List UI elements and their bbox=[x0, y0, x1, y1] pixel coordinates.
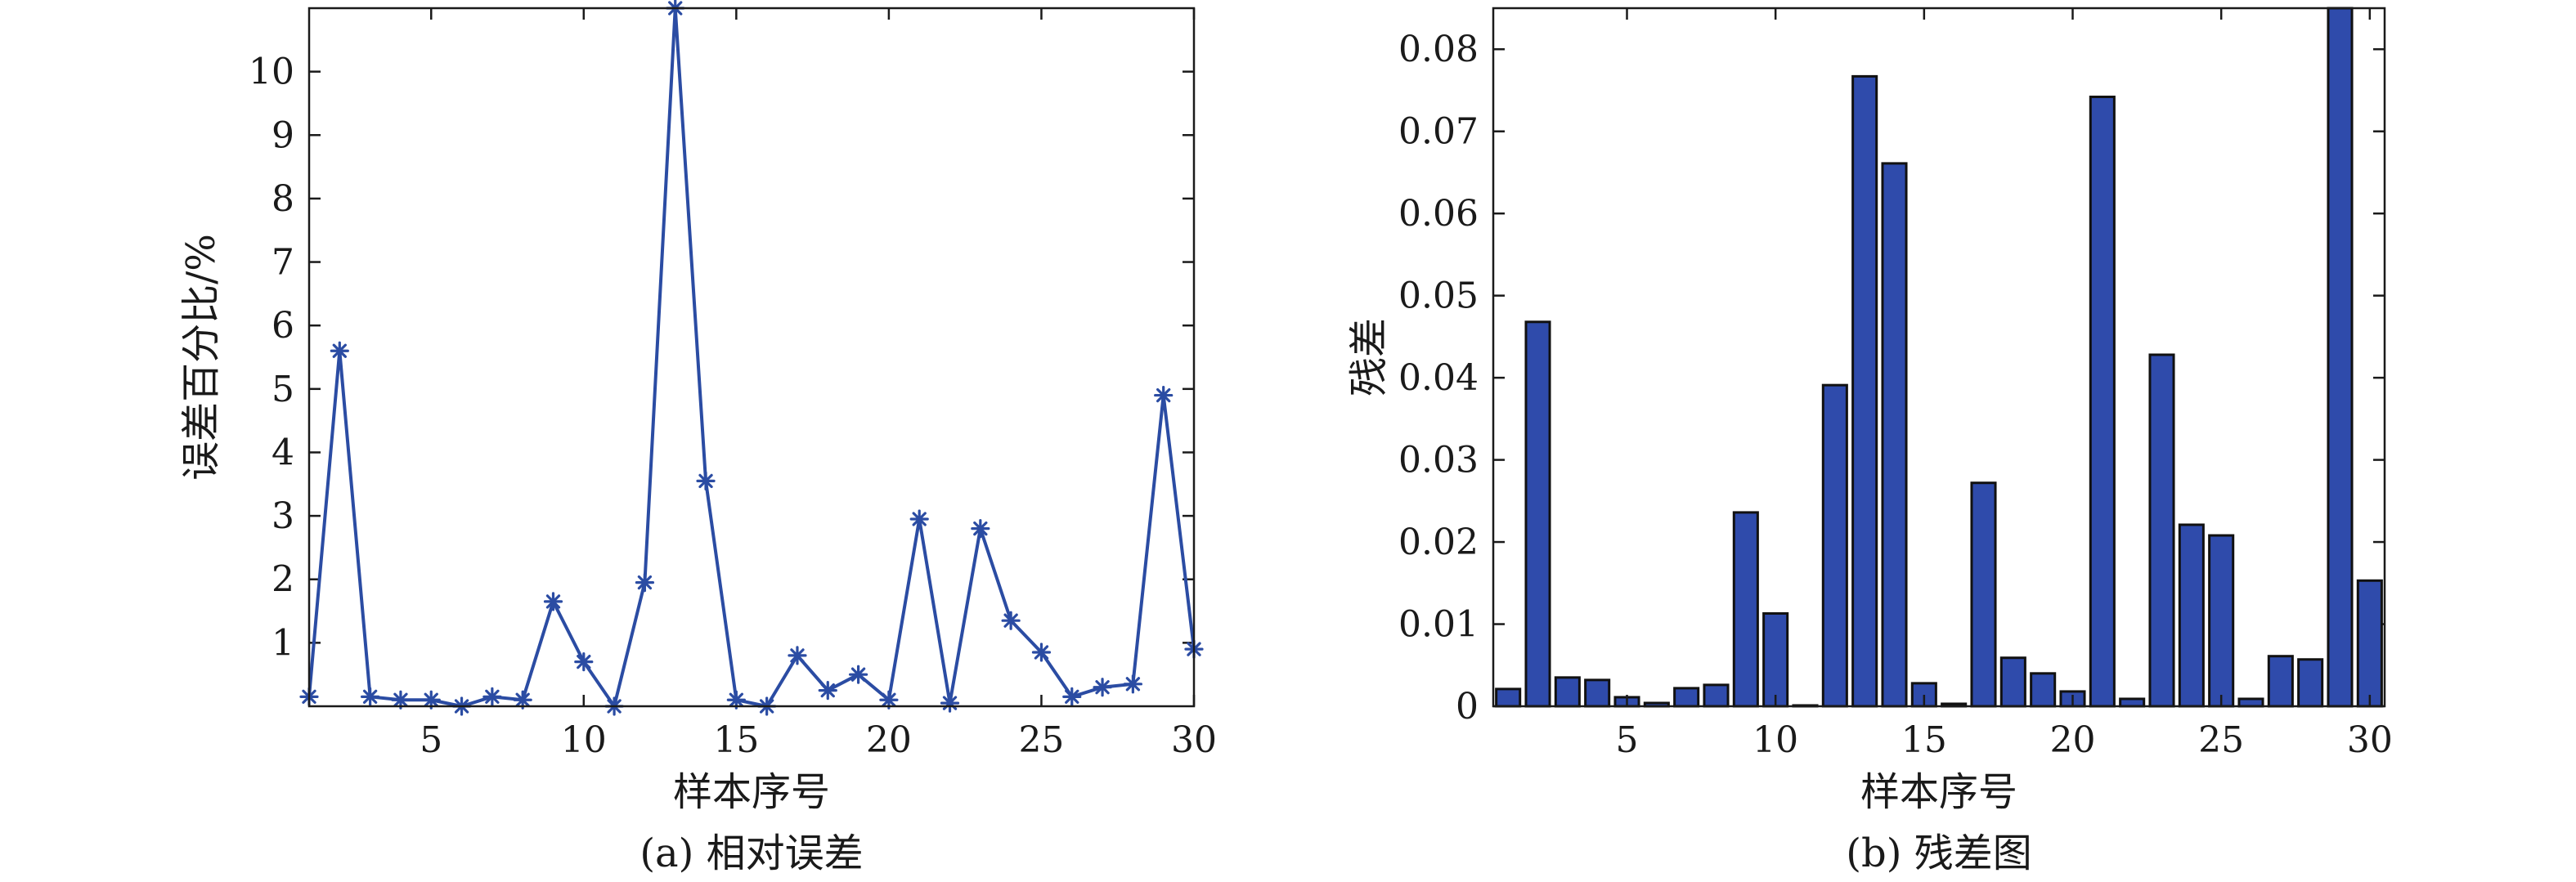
panel-b-bar bbox=[1554, 676, 1581, 708]
panel-a-data-point bbox=[574, 652, 594, 672]
panel-a-x-tick-label: 20 bbox=[866, 719, 912, 761]
panel-a-frame bbox=[307, 7, 1196, 708]
panel-a-data-point bbox=[635, 573, 655, 593]
panel-a-data-point bbox=[482, 687, 502, 706]
panel-b-bar bbox=[2178, 523, 2205, 708]
panel-b-bar bbox=[2089, 96, 2116, 708]
panel-a-data-point bbox=[788, 646, 807, 665]
panel-a-caption: (a) 相对误差 bbox=[640, 831, 863, 876]
panel-b-y-axis-title: 残差 bbox=[1346, 318, 1392, 396]
panel-b-bar bbox=[1970, 481, 1997, 708]
panel-b-x-tick-label: 5 bbox=[1616, 719, 1639, 761]
panel-a-y-tick-label: 5 bbox=[272, 369, 294, 410]
panel-b-x-tick-label: 20 bbox=[2050, 719, 2096, 761]
panel-b-y-tick-label: 0.04 bbox=[1398, 357, 1479, 399]
panel-b-y-tick-label: 0.05 bbox=[1398, 275, 1479, 317]
panel-b-bar bbox=[1673, 687, 1700, 708]
panel-b-frame bbox=[1492, 7, 2386, 708]
panel-b-caption: (b) 残差图 bbox=[1846, 831, 2031, 876]
panel-b-tick-labels: 5 10 15 20 25 30 0 0.01 0.02 0.03 0.04 0.05 0.06 0.07… bbox=[1398, 29, 2393, 761]
panel-b-bar bbox=[2267, 655, 2294, 708]
panel-b-bar bbox=[1703, 683, 1730, 708]
panel-b-bar bbox=[1881, 162, 1908, 708]
panel-a-x-tick-label: 15 bbox=[713, 719, 759, 761]
panel-b-ticks bbox=[1493, 8, 2385, 708]
panel-b-bar bbox=[2119, 697, 2146, 708]
panel-a-data-point bbox=[1154, 385, 1174, 405]
panel-a-data-point bbox=[940, 693, 960, 713]
panel-a-y-tick-label: 1 bbox=[272, 622, 294, 664]
panel-b-x-axis-title: 样本序号 bbox=[1860, 769, 2017, 815]
panel-b-y-tick-label: 0.06 bbox=[1398, 193, 1479, 235]
panel-a-data-point bbox=[1031, 642, 1052, 662]
panel-a-y-tick-label: 2 bbox=[272, 559, 294, 601]
panel-b-x-tick-label: 30 bbox=[2347, 719, 2393, 761]
panel-b-bar bbox=[1584, 678, 1611, 708]
panel-a-series-line bbox=[307, 7, 1196, 710]
panel-a-x-tick-label: 10 bbox=[561, 719, 607, 761]
panel-a-y-axis-title: 误差百分比/% bbox=[178, 234, 224, 481]
panel-a-data-point bbox=[818, 680, 837, 701]
panel-b-y-tick-label: 0.03 bbox=[1398, 440, 1479, 481]
panel-a-y-tick-label: 4 bbox=[272, 432, 294, 473]
panel-b-bar bbox=[2030, 672, 2057, 708]
panel-a-ticks bbox=[309, 8, 1196, 706]
panel-a-data-point bbox=[421, 690, 441, 710]
panel-b-y-tick-label: 0.07 bbox=[1398, 111, 1479, 153]
panel-b-x-tick-label: 25 bbox=[2198, 719, 2244, 761]
panel-b-bar bbox=[2327, 7, 2354, 708]
panel-a-x-tick-label: 5 bbox=[420, 719, 442, 761]
panel-a-data-point bbox=[1093, 678, 1112, 697]
panel-a-data-point bbox=[848, 665, 868, 684]
panel-a-y-tick-label: 10 bbox=[249, 51, 294, 93]
panel-b-bar bbox=[2237, 697, 2264, 708]
panel-b-bar bbox=[1732, 511, 1759, 708]
panel-b-y-tick-label: 0 bbox=[1456, 686, 1479, 728]
panel-a-data-point bbox=[971, 519, 990, 539]
panel-b-bar bbox=[1851, 74, 1878, 708]
panel-b-y-tick-label: 0.08 bbox=[1398, 29, 1479, 70]
panel-a-y-tick-label: 6 bbox=[272, 305, 294, 347]
panel-a-data-point bbox=[1123, 674, 1142, 694]
panel-b-bar bbox=[2356, 579, 2383, 708]
panel-a-y-tick-label: 8 bbox=[272, 178, 294, 220]
panel-b-bar bbox=[1821, 383, 1848, 708]
panel-b-bar bbox=[1762, 611, 1789, 708]
panel-a-y-tick-label: 3 bbox=[272, 495, 294, 537]
panel-a-y-tick-label: 7 bbox=[272, 242, 294, 284]
panel-a-data-point bbox=[330, 341, 349, 360]
panel-b-bar bbox=[2297, 658, 2324, 708]
panel-a-x-tick-label: 30 bbox=[1171, 719, 1217, 761]
panel-a-series bbox=[299, 0, 1204, 716]
panel-b: 5 10 15 20 25 30 0 0.01 0.02 0.03 0.04 0.05 0.06 0.07… bbox=[1346, 7, 2393, 876]
panel-a-x-tick-label: 25 bbox=[1018, 719, 1064, 761]
panel-a-data-point bbox=[909, 509, 929, 529]
panel-b-bar bbox=[2148, 353, 2175, 708]
panel-b-bar bbox=[2208, 534, 2235, 708]
panel-b-x-tick-label: 10 bbox=[1752, 719, 1798, 761]
panel-b-bar bbox=[1495, 687, 1522, 708]
panel-b-x-tick-label: 15 bbox=[1901, 719, 1947, 761]
panel-b-bars bbox=[1495, 7, 2383, 708]
panel-a-x-axis-title: 样本序号 bbox=[673, 769, 830, 815]
panel-a-data-point bbox=[879, 690, 899, 710]
panel-a: 5 10 15 20 25 30 1 2 3 4 5 6 7 8 9 10 样本序号 误差百分比/% (a) … bbox=[178, 0, 1217, 876]
panel-b-bar bbox=[1524, 320, 1551, 708]
panel-a-data-point bbox=[543, 592, 563, 611]
panel-a-y-tick-label: 9 bbox=[272, 114, 294, 156]
panel-a-data-point bbox=[696, 471, 716, 490]
panel-a-tick-labels: 5 10 15 20 25 30 1 2 3 4 5 6 7 8 9 10 bbox=[249, 51, 1217, 761]
panel-a-data-point bbox=[1062, 687, 1082, 706]
panel-b-bar bbox=[1999, 656, 2026, 708]
panel-b-y-tick-label: 0.02 bbox=[1398, 522, 1479, 563]
panel-b-bar bbox=[1910, 682, 1937, 708]
panel-a-data-point bbox=[361, 687, 380, 706]
panel-a-data-point bbox=[1001, 611, 1021, 630]
panel-b-y-tick-label: 0.01 bbox=[1398, 604, 1479, 646]
